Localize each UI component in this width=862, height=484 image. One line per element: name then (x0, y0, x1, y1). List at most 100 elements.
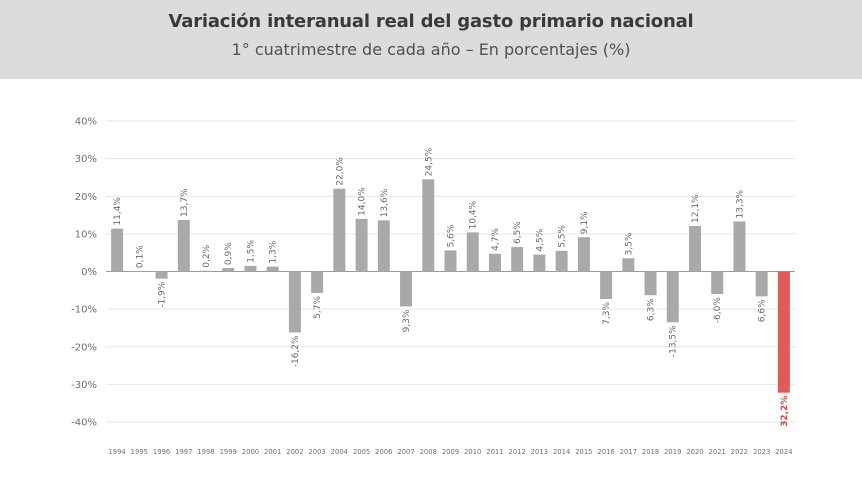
x-tick-label: 2018 (642, 448, 659, 456)
chart-header: Variación interanual real del gasto prim… (0, 0, 862, 79)
bar (444, 250, 457, 272)
data-label: 1,3% (269, 240, 279, 263)
data-label: 6,5% (513, 221, 523, 244)
x-tick-label: 2023 (753, 448, 770, 456)
data-label: 4,7% (491, 228, 501, 251)
x-tick-label: 2010 (464, 448, 481, 456)
bar-chart: 40% 30% 20% 10% 0% -10% -20% -30% -40% 11,4% 1994 0… (71, 117, 795, 456)
x-tick-label: 2019 (664, 448, 681, 456)
bar (177, 219, 190, 272)
data-label: 24,5% (424, 147, 434, 176)
bar (266, 266, 279, 272)
data-label: 0,9% (224, 242, 234, 265)
x-tick-label: 2008 (420, 448, 437, 456)
x-tick-label: 1995 (131, 448, 148, 456)
data-label: 14,0% (358, 187, 368, 216)
y-tick-label: -40% (71, 418, 97, 429)
bar (511, 247, 524, 272)
data-label: -6,0% (713, 297, 723, 324)
x-tick-label: 1994 (108, 448, 125, 456)
x-tick-label: 2001 (264, 448, 281, 456)
data-label: 1,5% (246, 240, 256, 263)
bar (600, 271, 613, 299)
bar (533, 254, 546, 272)
bar (111, 228, 124, 272)
x-tick-label: 2021 (709, 448, 726, 456)
bar (733, 221, 746, 272)
data-label: 32,2% (780, 396, 790, 427)
x-tick-label: 2007 (397, 448, 414, 456)
x-tick-label: 2015 (575, 448, 592, 456)
data-label: 7,3% (602, 302, 612, 325)
data-label: 5,5% (558, 224, 568, 247)
bar (622, 258, 635, 272)
x-tick-label: 1999 (220, 448, 237, 456)
bar (466, 232, 479, 272)
x-tick-label: 2017 (620, 448, 637, 456)
bar (422, 179, 435, 272)
bar (155, 271, 168, 279)
data-label: 13,6% (380, 188, 390, 217)
bar (133, 271, 146, 272)
bar (377, 220, 390, 272)
data-label: 5,6% (447, 224, 457, 247)
x-tick-label: 2020 (686, 448, 703, 456)
chart-subtitle: 1° cuatrimestre de cada año – En porcent… (231, 40, 631, 59)
bar (644, 271, 657, 296)
y-tick-label: 10% (75, 229, 97, 240)
chart-title: Variación interanual real del gasto prim… (168, 11, 694, 32)
x-tick-label: 1997 (175, 448, 192, 456)
y-tick-label: 0% (81, 267, 97, 278)
bar (222, 268, 235, 272)
data-label: 9,3% (402, 309, 412, 332)
data-label: 4,5% (535, 228, 545, 251)
bar (488, 253, 501, 272)
data-label: 13,3% (735, 189, 745, 218)
x-tick-label: 2012 (509, 448, 526, 456)
x-tick-label: 2000 (242, 448, 259, 456)
y-tick-label: 40% (75, 117, 97, 128)
x-tick-label: 2016 (597, 448, 614, 456)
x-tick-label: 1996 (153, 448, 170, 456)
data-label: 6,6% (758, 299, 768, 322)
bar (555, 250, 568, 272)
x-tick-label: 2003 (308, 448, 325, 456)
y-tick-label: -10% (71, 305, 97, 316)
bar (333, 188, 346, 272)
bar (311, 271, 324, 293)
data-label: 3,5% (624, 232, 634, 255)
bar (777, 271, 790, 393)
bar (355, 218, 368, 272)
x-tick-label: 2022 (731, 448, 748, 456)
bar (244, 265, 257, 272)
x-tick-label: 2002 (286, 448, 303, 456)
bar (400, 271, 413, 307)
data-label: 11,4% (113, 197, 123, 226)
x-tick-label: 2013 (531, 448, 548, 456)
data-label: 5,7% (313, 296, 323, 319)
bar (711, 271, 724, 295)
y-tick-label: 20% (75, 192, 97, 203)
data-label: 6,3% (647, 298, 657, 321)
bar (577, 237, 590, 272)
x-tick-label: 2014 (553, 448, 570, 456)
data-label: 0,2% (202, 244, 212, 267)
bar (200, 270, 213, 272)
data-label: 10,4% (469, 200, 479, 229)
data-label: 13,7% (180, 188, 190, 217)
data-label: -1,9% (158, 281, 168, 308)
bar (288, 271, 301, 333)
data-label: -16,2% (291, 335, 301, 367)
x-tick-label: 2009 (442, 448, 459, 456)
y-tick-label: 30% (75, 154, 97, 165)
data-label: 0,1% (135, 245, 145, 268)
y-tick-label: -20% (71, 342, 97, 353)
x-tick-label: 2011 (486, 448, 503, 456)
x-tick-label: 1998 (197, 448, 214, 456)
y-tick-label: -30% (71, 380, 97, 391)
x-tick-label: 2006 (375, 448, 392, 456)
x-tick-label: 2005 (353, 448, 370, 456)
bar (688, 225, 701, 272)
x-tick-label: 2004 (331, 448, 348, 456)
data-label: 9,1% (580, 211, 590, 234)
